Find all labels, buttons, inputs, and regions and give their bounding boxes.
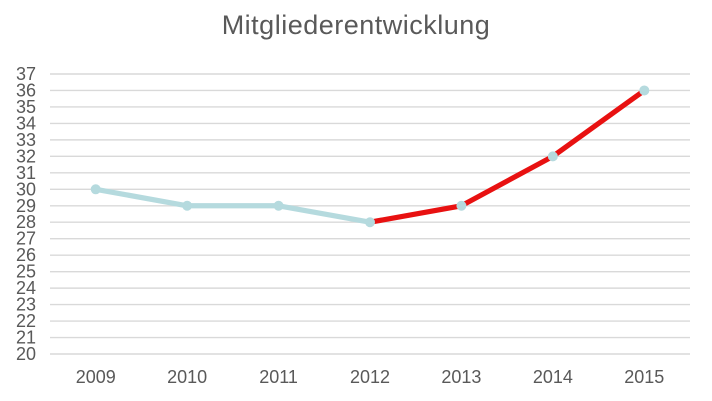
y-tick-label: 28 <box>16 212 36 232</box>
y-tick-label: 21 <box>16 328 36 348</box>
x-tick-label: 2013 <box>441 367 481 387</box>
y-tick-label: 33 <box>16 130 36 150</box>
y-tick-label: 34 <box>16 113 36 133</box>
data-point-marker <box>456 200 467 211</box>
x-tick-label: 2015 <box>624 367 664 387</box>
x-tick-label: 2009 <box>76 367 116 387</box>
y-tick-label: 36 <box>16 80 36 100</box>
x-tick-label: 2011 <box>259 367 298 387</box>
y-tick-label: 32 <box>16 146 36 166</box>
data-point-marker <box>273 200 284 211</box>
y-tick-label: 25 <box>16 262 36 282</box>
y-tick-label: 31 <box>16 163 36 183</box>
y-tick-label: 35 <box>16 97 36 117</box>
x-tick-label: 2012 <box>350 367 390 387</box>
y-tick-label: 27 <box>16 229 36 249</box>
y-tick-label: 23 <box>16 295 36 315</box>
y-tick-label: 37 <box>16 64 36 84</box>
y-tick-label: 30 <box>16 179 36 199</box>
x-tick-label: 2010 <box>167 367 207 387</box>
data-point-marker <box>547 151 558 162</box>
x-tick-label: 2014 <box>533 367 573 387</box>
data-point-marker <box>639 85 650 96</box>
y-tick-label: 26 <box>16 245 36 265</box>
data-point-marker <box>182 200 193 211</box>
series-line-blue-segment <box>93 186 373 225</box>
y-tick-label: 22 <box>16 311 36 331</box>
data-point-marker <box>90 184 101 195</box>
chart-title: Mitgliederentwicklung <box>221 10 491 40</box>
y-tick-label: 24 <box>16 278 36 298</box>
y-tick-label: 29 <box>16 196 36 216</box>
data-point-marker <box>365 217 375 228</box>
y-tick-label: 20 <box>16 344 36 364</box>
series-line-red-segment <box>367 87 647 225</box>
